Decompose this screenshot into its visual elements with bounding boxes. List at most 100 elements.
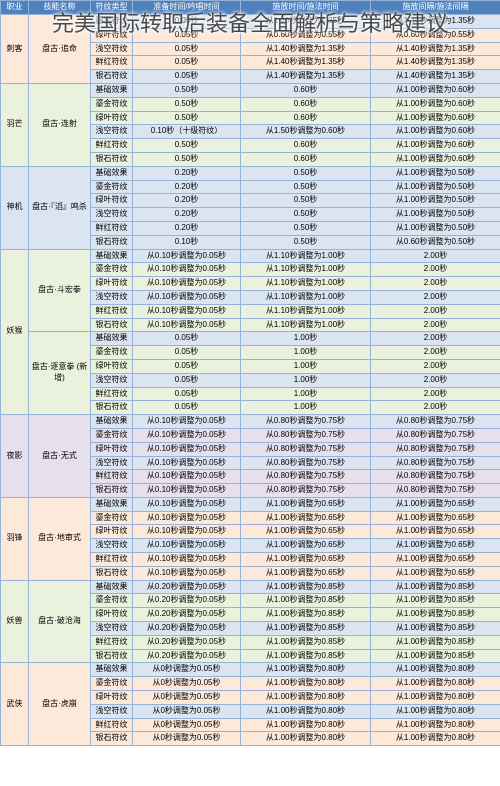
value-cell: 2.00秒 bbox=[371, 263, 500, 277]
value-cell: 从0.10秒调整为0.05秒 bbox=[133, 442, 241, 456]
value-cell: 从1.40秒调整为1.35秒 bbox=[371, 15, 500, 29]
value-cell: 0.05秒 bbox=[133, 346, 241, 360]
value-cell: 2.00秒 bbox=[371, 332, 500, 346]
value-cell: 从1.00秒调整为0.80秒 bbox=[371, 691, 500, 705]
value-cell: 0.60秒 bbox=[241, 152, 371, 166]
value-cell: 从0.10秒调整为0.05秒 bbox=[133, 539, 241, 553]
value-cell: 0.20秒 bbox=[133, 166, 241, 180]
value-cell: 2.00秒 bbox=[371, 346, 500, 360]
value-cell: 2.00秒 bbox=[371, 304, 500, 318]
value-cell: 从1.00秒调整为0.85秒 bbox=[241, 649, 371, 663]
rune-cell: 绿叶符纹 bbox=[91, 691, 133, 705]
rune-cell: 绿叶符纹 bbox=[91, 277, 133, 291]
table-row: 盘古·逐意拳 (新增)基础效果0.05秒1.00秒2.00秒 bbox=[1, 332, 500, 346]
value-cell: 从1.40秒调整为1.35秒 bbox=[371, 56, 500, 70]
value-cell: 0.50秒 bbox=[241, 235, 371, 249]
value-cell: 0.05秒 bbox=[133, 401, 241, 415]
value-cell: 0.20秒 bbox=[133, 180, 241, 194]
value-cell: 从0.80秒调整为0.75秒 bbox=[241, 428, 371, 442]
value-cell: 从0.80秒调整为0.75秒 bbox=[241, 415, 371, 429]
value-cell: 从0秒调整为0.05秒 bbox=[133, 732, 241, 746]
rune-cell: 基础效果 bbox=[91, 415, 133, 429]
rune-cell: 绿叶符纹 bbox=[91, 525, 133, 539]
value-cell: 从1.00秒调整为0.65秒 bbox=[241, 539, 371, 553]
value-cell: 从0.80秒调整为0.75秒 bbox=[371, 442, 500, 456]
value-cell: 从1.10秒调整为1.00秒 bbox=[241, 249, 371, 263]
rune-cell: 鲜红符纹 bbox=[91, 635, 133, 649]
value-cell: 从1.00秒调整为0.80秒 bbox=[371, 718, 500, 732]
rune-cell: 浅空符纹 bbox=[91, 208, 133, 222]
value-cell: 从1.00秒调整为0.85秒 bbox=[241, 594, 371, 608]
value-cell: 从1.00秒调整为0.65秒 bbox=[241, 566, 371, 580]
value-cell: 从0.10秒调整为0.05秒 bbox=[133, 277, 241, 291]
rune-cell: 鲜红符纹 bbox=[91, 718, 133, 732]
value-cell: 1.00秒 bbox=[241, 359, 371, 373]
value-cell: 从0秒调整为0.05秒 bbox=[133, 704, 241, 718]
value-cell: 从1.00秒调整为0.85秒 bbox=[241, 635, 371, 649]
value-cell: 1.00秒 bbox=[241, 387, 371, 401]
value-cell: 从1.10秒调整为1.00秒 bbox=[241, 263, 371, 277]
value-cell: 从0秒调整为0.05秒 bbox=[133, 663, 241, 677]
value-cell: 0.20秒 bbox=[133, 208, 241, 222]
value-cell: 0.05秒 bbox=[133, 359, 241, 373]
rune-cell: 银石符纹 bbox=[91, 649, 133, 663]
value-cell: 从1.00秒调整为0.60秒 bbox=[371, 111, 500, 125]
value-cell: 从1.50秒调整为0.60秒 bbox=[241, 125, 371, 139]
value-cell: 从1.00秒调整为0.80秒 bbox=[371, 677, 500, 691]
value-cell: 2.00秒 bbox=[371, 359, 500, 373]
value-cell: 从0.10秒调整为0.05秒 bbox=[133, 525, 241, 539]
value-cell: 从1.00秒调整为0.65秒 bbox=[241, 525, 371, 539]
table-header: 职业技能名称符纹类型准备时间/吟唱时间施放时间/施法时间施放间隔/施法间隔 bbox=[1, 1, 500, 15]
value-cell: 从1.40秒调整为1.35秒 bbox=[371, 70, 500, 84]
value-cell: 0.50秒 bbox=[241, 194, 371, 208]
value-cell: 从0.80秒调整为0.75秒 bbox=[371, 470, 500, 484]
table-row: 武侠盘古·虎崩基础效果从0秒调整为0.05秒从1.00秒调整为0.80秒从1.0… bbox=[1, 663, 500, 677]
job-cell: 妖猴 bbox=[1, 249, 29, 415]
value-cell: 从0.20秒调整为0.05秒 bbox=[133, 635, 241, 649]
value-cell: 2.00秒 bbox=[371, 249, 500, 263]
value-cell: 从1.00秒调整为0.80秒 bbox=[241, 732, 371, 746]
rune-cell: 基础效果 bbox=[91, 83, 133, 97]
value-cell: 从1.00秒调整为0.85秒 bbox=[371, 608, 500, 622]
value-cell: 从1.00秒调整为0.85秒 bbox=[371, 649, 500, 663]
value-cell: 从1.00秒调整为0.80秒 bbox=[241, 718, 371, 732]
value-cell: 0.05秒 bbox=[133, 70, 241, 84]
value-cell: 2.00秒 bbox=[371, 373, 500, 387]
value-cell: 0.50秒 bbox=[133, 152, 241, 166]
job-cell: 神机 bbox=[1, 166, 29, 249]
value-cell: 0.50秒 bbox=[241, 221, 371, 235]
value-cell: 从0.80秒调整为0.75秒 bbox=[241, 456, 371, 470]
rune-cell: 鎏金符纹 bbox=[91, 594, 133, 608]
rune-cell: 鲜红符纹 bbox=[91, 304, 133, 318]
rune-cell: 浅空符纹 bbox=[91, 290, 133, 304]
value-cell: 从1.10秒调整为1.00秒 bbox=[241, 318, 371, 332]
value-cell: 从0.80秒调整为0.75秒 bbox=[371, 484, 500, 498]
value-cell: 0.50秒 bbox=[133, 139, 241, 153]
value-cell: 从1.00秒调整为0.85秒 bbox=[371, 594, 500, 608]
rune-cell: 银石符纹 bbox=[91, 152, 133, 166]
rune-cell: 浅空符纹 bbox=[91, 456, 133, 470]
value-cell: 从1.00秒调整为0.65秒 bbox=[241, 553, 371, 567]
table-row: 神机盘古·『滔』鸣杀基础效果0.20秒0.50秒从1.00秒调整为0.50秒 bbox=[1, 166, 500, 180]
value-cell: 从0.80秒调整为0.75秒 bbox=[371, 428, 500, 442]
value-cell: 从1.10秒调整为1.00秒 bbox=[241, 290, 371, 304]
rune-cell: 鎏金符纹 bbox=[91, 97, 133, 111]
rune-cell: 绿叶符纹 bbox=[91, 28, 133, 42]
value-cell: 0.50秒 bbox=[241, 180, 371, 194]
value-cell: 从1.00秒调整为0.60秒 bbox=[371, 125, 500, 139]
value-cell: 0.50秒 bbox=[133, 83, 241, 97]
value-cell: 从0.80秒调整为0.75秒 bbox=[371, 415, 500, 429]
value-cell: 从0.10秒调整为0.05秒 bbox=[133, 304, 241, 318]
value-cell: 从0.60秒调整为0.55秒 bbox=[241, 28, 371, 42]
rune-cell: 银石符纹 bbox=[91, 70, 133, 84]
rune-cell: 基础效果 bbox=[91, 497, 133, 511]
value-cell: 从1.00秒调整为0.80秒 bbox=[371, 663, 500, 677]
value-cell: 从1.00秒调整为0.85秒 bbox=[371, 622, 500, 636]
job-cell: 夜影 bbox=[1, 415, 29, 498]
value-cell: 从1.00秒调整为0.60秒 bbox=[371, 97, 500, 111]
rune-cell: 基础效果 bbox=[91, 249, 133, 263]
rune-cell: 基础效果 bbox=[91, 580, 133, 594]
value-cell: 从1.00秒调整为0.65秒 bbox=[371, 525, 500, 539]
rune-cell: 浅空符纹 bbox=[91, 622, 133, 636]
value-cell: 从1.00秒调整为0.60秒 bbox=[371, 83, 500, 97]
